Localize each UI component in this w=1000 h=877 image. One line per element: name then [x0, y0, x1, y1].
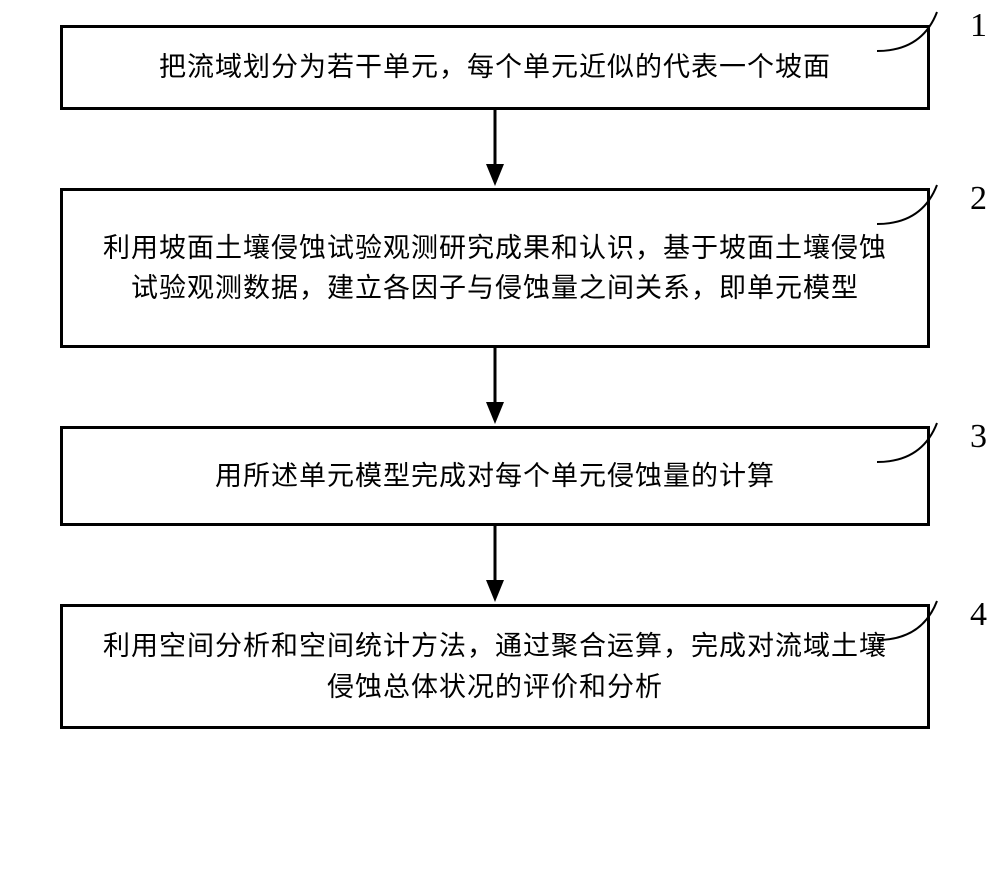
step-label-4: 4 — [970, 589, 987, 640]
step-text: 利用空间分析和空间统计方法，通过聚合运算，完成对流域土壤侵蚀总体状况的评价和分析 — [93, 626, 897, 707]
step-label-2: 2 — [970, 173, 987, 224]
flowchart-step-3: 用所述单元模型完成对每个单元侵蚀量的计算 3 — [60, 426, 930, 526]
flowchart-container: 把流域划分为若干单元，每个单元近似的代表一个坡面 1 利用坡面土壤侵蚀试验观测研… — [60, 25, 930, 729]
flowchart-step-1: 把流域划分为若干单元，每个单元近似的代表一个坡面 1 — [60, 25, 930, 110]
step-text: 利用坡面土壤侵蚀试验观测研究成果和认识，基于坡面土壤侵蚀试验观测数据，建立各因子… — [93, 228, 897, 309]
arrow-down-icon — [475, 526, 515, 604]
flowchart-arrow-1 — [60, 110, 930, 188]
flowchart-arrow-2 — [60, 348, 930, 426]
flowchart-step-4: 利用空间分析和空间统计方法，通过聚合运算，完成对流域土壤侵蚀总体状况的评价和分析… — [60, 604, 930, 729]
flowchart-arrow-3 — [60, 526, 930, 604]
step-label-3: 3 — [970, 411, 987, 462]
step-label-1: 1 — [970, 0, 987, 51]
flowchart-step-2: 利用坡面土壤侵蚀试验观测研究成果和认识，基于坡面土壤侵蚀试验观测数据，建立各因子… — [60, 188, 930, 348]
step-text: 把流域划分为若干单元，每个单元近似的代表一个坡面 — [159, 47, 831, 88]
arrow-down-icon — [475, 110, 515, 188]
arrow-down-icon — [475, 348, 515, 426]
step-text: 用所述单元模型完成对每个单元侵蚀量的计算 — [215, 456, 775, 497]
